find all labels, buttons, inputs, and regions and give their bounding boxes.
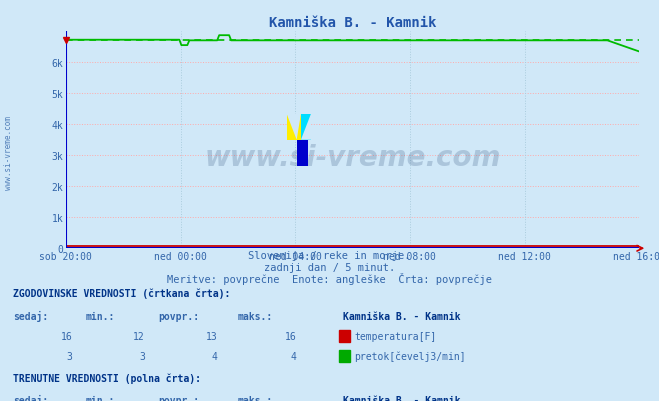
- Text: 12: 12: [133, 331, 145, 341]
- Text: www.si-vreme.com: www.si-vreme.com: [204, 144, 501, 172]
- Text: povpr.:: povpr.:: [158, 395, 199, 401]
- Text: sedaj:: sedaj:: [13, 394, 48, 401]
- Text: www.si-vreme.com: www.si-vreme.com: [4, 115, 13, 189]
- Text: temperatura[F]: temperatura[F]: [355, 331, 437, 341]
- Text: Kamniška B. - Kamnik: Kamniška B. - Kamnik: [343, 311, 460, 321]
- Text: min.:: min.:: [86, 311, 115, 321]
- Text: povpr.:: povpr.:: [158, 311, 199, 321]
- Text: 16: 16: [61, 331, 72, 341]
- Text: TRENUTNE VREDNOSTI (polna črta):: TRENUTNE VREDNOSTI (polna črta):: [13, 373, 201, 383]
- Text: pretok[čevelj3/min]: pretok[čevelj3/min]: [355, 350, 466, 361]
- Text: Meritve: povprečne  Enote: angleške  Črta: povprečje: Meritve: povprečne Enote: angleške Črta:…: [167, 273, 492, 285]
- Bar: [287, 114, 301, 140]
- Polygon shape: [287, 114, 301, 140]
- Text: 3: 3: [67, 351, 72, 361]
- Text: 4: 4: [212, 351, 217, 361]
- Bar: [301, 114, 311, 140]
- Text: zadnji dan / 5 minut.: zadnji dan / 5 minut.: [264, 263, 395, 273]
- Title: Kamniška B. - Kamnik: Kamniška B. - Kamnik: [269, 16, 436, 30]
- Text: Kamniška B. - Kamnik: Kamniška B. - Kamnik: [343, 395, 460, 401]
- Text: 16: 16: [285, 331, 297, 341]
- Text: maks.:: maks.:: [237, 311, 272, 321]
- Text: 3: 3: [139, 351, 145, 361]
- Text: sedaj:: sedaj:: [13, 310, 48, 321]
- Text: 4: 4: [291, 351, 297, 361]
- Text: maks.:: maks.:: [237, 395, 272, 401]
- Text: Slovenija / reke in morje.: Slovenija / reke in morje.: [248, 251, 411, 261]
- Text: min.:: min.:: [86, 395, 115, 401]
- Bar: [297, 140, 308, 166]
- Text: ZGODOVINSKE VREDNOSTI (črtkana črta):: ZGODOVINSKE VREDNOSTI (črtkana črta):: [13, 288, 231, 299]
- Text: 13: 13: [206, 331, 217, 341]
- Polygon shape: [301, 114, 311, 140]
